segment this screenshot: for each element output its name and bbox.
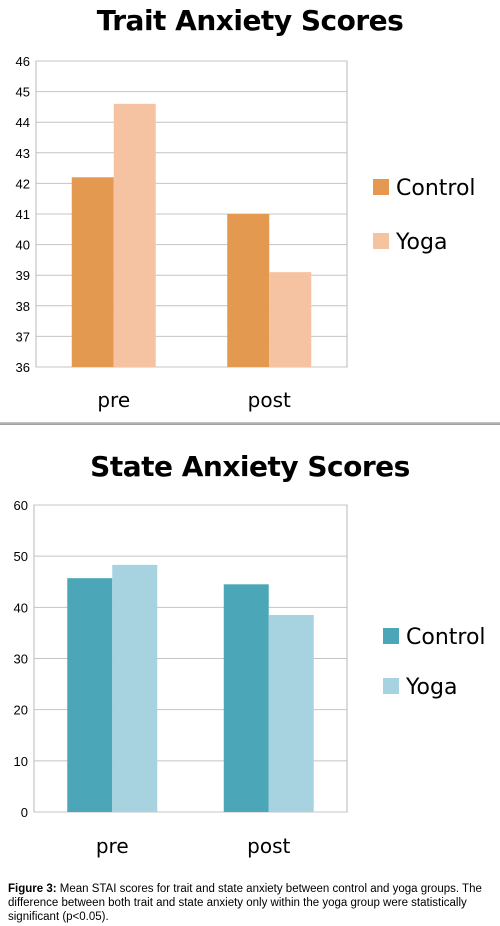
state-y-tick-label: 60 — [14, 498, 28, 513]
state-category-label: pre — [96, 834, 129, 858]
state-y-tick-label: 50 — [14, 549, 28, 564]
trait-y-tick-label: 45 — [16, 85, 30, 100]
caption-label: Figure 3: — [8, 882, 57, 895]
trait-y-tick-label: 38 — [16, 299, 30, 314]
trait-y-tick-label: 44 — [16, 115, 30, 130]
trait-legend-swatch-yoga — [373, 233, 389, 249]
state-legend-label: Control — [406, 625, 486, 650]
trait-y-tick-label: 37 — [16, 329, 30, 344]
state-bar-control-pre — [67, 578, 113, 812]
trait-bar-control-pre — [71, 177, 114, 367]
trait-bar-yoga-post — [269, 272, 312, 367]
state-y-tick-label: 10 — [14, 754, 28, 769]
state-chart-title: State Anxiety Scores — [90, 450, 410, 483]
state-y-tick-label: 20 — [14, 703, 28, 718]
state-y-tick-label: 40 — [14, 600, 28, 615]
trait-y-tick-label: 40 — [16, 238, 30, 253]
trait-y-tick-label: 46 — [16, 54, 30, 69]
figure-caption: Figure 3: Mean STAI scores for trait and… — [8, 882, 496, 924]
trait-chart-title: Trait Anxiety Scores — [96, 4, 404, 37]
state-anxiety-chart: 0 10 20 30 40 50 60 pre post Control Yoga — [14, 498, 486, 858]
state-legend-swatch-control — [383, 628, 399, 644]
trait-legend-label: Control — [396, 176, 476, 201]
trait-legend-swatch-control — [373, 179, 389, 195]
trait-y-tick-label: 36 — [16, 360, 30, 375]
state-bar-yoga-pre — [112, 564, 158, 812]
trait-y-tick-label: 42 — [16, 176, 30, 191]
state-bar-yoga-post — [268, 615, 314, 812]
trait-category-label: post — [248, 388, 291, 412]
trait-bar-control-post — [227, 214, 270, 367]
trait-anxiety-chart: 36 37 38 39 40 41 42 43 44 45 46 pre post Control Yoga — [16, 54, 476, 412]
state-legend-swatch-yoga — [383, 678, 399, 694]
trait-bar-yoga-pre — [113, 103, 156, 367]
state-category-label: post — [247, 834, 290, 858]
trait-y-tick-label: 39 — [16, 268, 30, 283]
trait-y-tick-label: 41 — [16, 207, 30, 222]
trait-legend-label: Yoga — [395, 230, 447, 255]
state-y-tick-label: 30 — [14, 652, 28, 667]
state-legend-label: Yoga — [405, 675, 457, 700]
trait-y-tick-label: 43 — [16, 146, 30, 161]
caption-text: Mean STAI scores for trait and state anx… — [8, 882, 482, 923]
state-y-tick-label: 0 — [21, 805, 28, 820]
state-bar-control-post — [223, 584, 269, 812]
trait-category-label: pre — [97, 388, 130, 412]
chart-divider — [0, 422, 500, 425]
